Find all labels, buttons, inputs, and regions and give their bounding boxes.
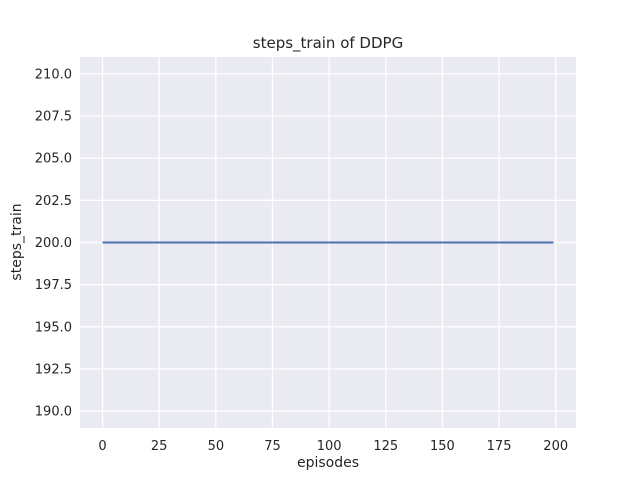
y-tick-label: 192.5 — [35, 362, 72, 377]
x-tick-label: 50 — [208, 439, 225, 454]
x-tick-label: 0 — [98, 439, 106, 454]
y-tick-labels: 190.0 192.5 195.0 197.5 200.0 202.5 205.0 207.5… — [35, 67, 72, 419]
x-axis-label: episodes — [297, 455, 359, 471]
x-tick-label: 100 — [317, 439, 342, 454]
y-tick-label: 197.5 — [35, 278, 72, 293]
x-tick-label: 75 — [264, 439, 281, 454]
y-tick-label: 190.0 — [35, 405, 72, 420]
y-axis-label: steps_train — [9, 203, 25, 280]
x-tick-label: 150 — [430, 439, 455, 454]
y-tick-label: 207.5 — [35, 110, 72, 125]
x-tick-label: 200 — [543, 439, 568, 454]
x-tick-label: 25 — [151, 439, 168, 454]
y-tick-label: 195.0 — [35, 320, 72, 335]
y-tick-label: 200.0 — [35, 236, 72, 251]
chart-title: steps_train of DDPG — [253, 34, 403, 53]
y-tick-label: 205.0 — [35, 152, 72, 167]
y-tick-label: 202.5 — [35, 194, 72, 209]
y-tick-label: 210.0 — [35, 67, 72, 82]
x-tick-labels: 0 25 50 75 100 125 150 175 200 — [98, 439, 568, 454]
x-tick-label: 125 — [373, 439, 398, 454]
x-tick-label: 175 — [487, 439, 512, 454]
